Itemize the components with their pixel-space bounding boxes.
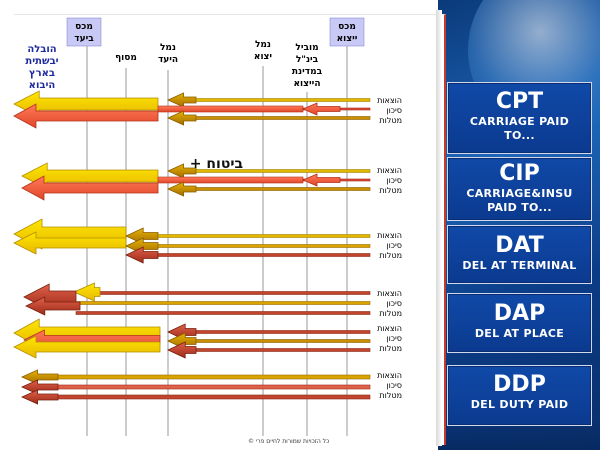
term-dap: DAP DEL AT PLACE — [447, 293, 592, 353]
diagram-svg: מכס ביעד מכס ייצוא הובלה יבשתית בארץ היב… — [13, 17, 402, 436]
term-cpt: CPT CARRIAGE PAID TO... — [447, 82, 592, 154]
cpt-cost-arrow — [167, 92, 197, 108]
inland-line3: בארץ — [29, 68, 55, 79]
term-cip-full-2: PAID TO... — [487, 201, 552, 214]
dat-task-arrow — [125, 246, 159, 264]
cip-task-arrow — [167, 181, 197, 197]
term-dat: DAT DEL AT TERMINAL — [447, 225, 592, 284]
row-label-2-2: סיכון — [386, 176, 402, 185]
ddp1-task-arrow — [167, 341, 197, 359]
customs-dest-line2: ביעד — [74, 34, 94, 44]
arrows-layer — [13, 90, 371, 405]
term-cpt-abbr: CPT — [495, 89, 544, 114]
dap-task-line — [75, 311, 371, 315]
ddp1-yellow-arrow-2 — [13, 335, 161, 359]
customs-export-line2: ייצוא — [337, 34, 358, 44]
cpt-big-red-arrow — [13, 103, 159, 129]
term-ddp-full-1: DEL DUTY PAID — [470, 398, 569, 411]
row-labels-layer: הוצאותסיכוןמטלותהוצאותסיכוןמטלותהוצאותסי… — [377, 96, 402, 400]
row-label-4-3: מטלות — [379, 309, 402, 318]
cip-task-line — [189, 187, 371, 191]
ddp-cost-arrow — [21, 369, 59, 385]
row-label-6-2: סיכון — [386, 381, 402, 390]
customs-export-line1: מכס — [338, 22, 356, 32]
ddp-task-line — [39, 394, 371, 400]
row-label-3-3: מטלות — [379, 251, 402, 260]
dap-cost-line — [99, 291, 371, 295]
ddp1-cost-line — [189, 330, 371, 334]
row-label-2-1: הוצאות — [377, 166, 402, 175]
term-cpt-full-2: TO... — [504, 129, 535, 142]
cip-big-red-arrow — [21, 175, 159, 201]
panel-shadow — [436, 10, 442, 446]
row-label-5-1: הוצאות — [377, 324, 402, 333]
row-label-5-2: סיכון — [386, 334, 402, 343]
ddp-risk-line — [39, 384, 371, 390]
dap-cost-arrow — [73, 282, 101, 302]
row-label-4-1: הוצאות — [377, 289, 402, 298]
cpt-task-arrow — [167, 110, 197, 126]
dat-task-line — [149, 253, 371, 257]
row-label-1-3: מטלות — [379, 116, 402, 125]
dat-cost-line — [149, 234, 371, 238]
carrier-line1: מוביל — [295, 43, 318, 53]
row-label-1-2: סיכון — [386, 106, 402, 115]
term-dat-full-1: DEL AT TERMINAL — [462, 259, 577, 272]
inland-line4: היבוא — [29, 80, 56, 91]
port-export-line2: יצוא — [254, 52, 273, 62]
copyright-text: © כל הזכויות שמורות לחיים פרי — [248, 438, 330, 445]
row-label-6-1: הוצאות — [377, 371, 402, 380]
customs-dest-line1: מכס — [75, 22, 93, 32]
ddp-risk-arrow — [21, 379, 59, 395]
term-cpt-full-1: CARRIAGE PAID — [469, 115, 570, 128]
cpt-risk-arrow — [301, 102, 341, 116]
carrier-line2: בינ"ל — [296, 55, 319, 65]
row-label-2-3: מטלות — [379, 186, 402, 195]
row-label-3-2: סיכון — [386, 241, 402, 250]
port-dest-line1: נמל — [160, 43, 176, 53]
row-label-1-1: הוצאות — [377, 96, 402, 105]
ddp1-risk-line — [189, 339, 371, 343]
dap-task-arrow — [25, 296, 81, 316]
row-label-3-1: הוצאות — [377, 231, 402, 240]
insurance-note: + ביטוח — [190, 156, 243, 172]
ddp-cost-line — [39, 374, 371, 380]
cip-risk-line — [157, 176, 304, 184]
term-dat-abbr: DAT — [495, 233, 544, 258]
row-label-6-3: מטלות — [379, 391, 402, 400]
row-label-4-2: סיכון — [386, 299, 402, 308]
cip-risk-arrow — [301, 173, 341, 187]
term-dap-full-1: DEL AT PLACE — [474, 327, 565, 340]
cpt-task-line — [189, 116, 371, 120]
row-label-5-3: מטלות — [379, 344, 402, 353]
term-cip: CIP CARRIAGE&INSU PAID TO... — [447, 157, 592, 221]
port-dest-line2: היעד — [158, 55, 178, 65]
terminal-header: מסוף — [115, 53, 137, 63]
inland-line2: יבשתית — [25, 56, 58, 67]
dat-risk-line — [149, 244, 371, 248]
inland-line1: הובלה — [27, 44, 56, 55]
cpt-risk-line — [157, 105, 304, 113]
carrier-line4: הייצוא — [294, 79, 321, 89]
term-ddp: DDP DEL DUTY PAID — [447, 365, 592, 426]
ddp1-task-line — [189, 348, 371, 352]
ddp-task-arrow — [21, 389, 59, 405]
term-cip-abbr: CIP — [499, 161, 540, 186]
term-ddp-abbr: DDP — [493, 372, 546, 397]
term-dap-abbr: DAP — [493, 301, 546, 326]
port-export-line1: נמל — [255, 40, 271, 50]
cpt-cost-line — [189, 98, 371, 102]
dat-big-yellow-arrow-2 — [13, 231, 127, 255]
inland-transport-header: הובלה יבשתית בארץ היבוא — [25, 44, 58, 91]
dap-risk-line — [75, 301, 371, 305]
customs-dest-box — [66, 17, 102, 47]
carrier-line3: במדינת — [292, 67, 323, 77]
term-cip-full-1: CARRIAGE&INSU — [466, 187, 573, 200]
